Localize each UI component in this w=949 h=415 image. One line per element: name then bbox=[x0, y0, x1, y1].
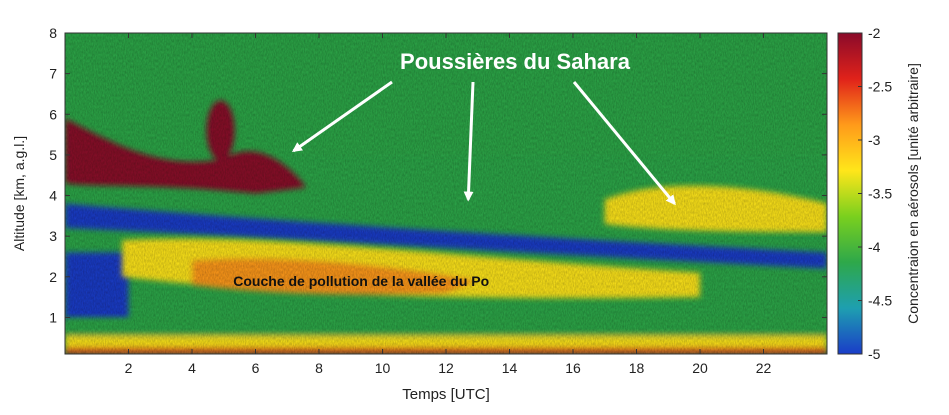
heatmap-feature bbox=[65, 33, 827, 155]
colorbar-tick-label: -5 bbox=[868, 346, 881, 362]
y-tick-label: 6 bbox=[49, 106, 57, 122]
annotations: Poussières du Sahara Couche de pollution … bbox=[233, 49, 676, 289]
x-tick-label: 22 bbox=[756, 360, 772, 376]
x-axis: 2 4 6 8 10 12 14 16 18 20 22 bbox=[125, 33, 772, 376]
colorbar-tick-label: -4.5 bbox=[868, 293, 892, 309]
x-axis-label: Temps [UTC] bbox=[402, 386, 490, 403]
x-tick-label: 4 bbox=[188, 360, 196, 376]
y-tick-label: 3 bbox=[49, 228, 57, 244]
annotation-arrow bbox=[291, 80, 393, 153]
y-axis: 1 2 3 4 5 6 7 8 bbox=[49, 25, 827, 325]
y-tick-label: 1 bbox=[49, 309, 57, 325]
annotation-arrow bbox=[572, 81, 676, 206]
colorbar-tick-label: -3 bbox=[868, 132, 881, 148]
colorbar-tick-label: -2 bbox=[868, 25, 881, 41]
y-tick-label: 7 bbox=[49, 66, 57, 82]
annotation-po-label: Couche de pollution de la vallée du Po bbox=[233, 273, 489, 289]
colorbar-tick-label: -4 bbox=[868, 239, 881, 255]
heatmap-feature bbox=[65, 100, 307, 194]
x-tick-label: 20 bbox=[692, 360, 708, 376]
colorbar-tick-label: -2.5 bbox=[868, 79, 892, 95]
x-tick-label: 8 bbox=[315, 360, 323, 376]
colorbar: -5 -4.5 -4 -3.5 -3 -2.5 -2 bbox=[837, 25, 892, 362]
x-tick-label: 16 bbox=[565, 360, 581, 376]
annotation-sahara-label: Poussières du Sahara bbox=[400, 49, 631, 74]
y-tick-label: 2 bbox=[49, 269, 57, 285]
x-tick-label: 10 bbox=[375, 360, 391, 376]
x-tick-label: 12 bbox=[438, 360, 454, 376]
y-tick-label: 8 bbox=[49, 25, 57, 41]
annotation-arrow bbox=[463, 81, 475, 202]
x-tick-label: 6 bbox=[252, 360, 260, 376]
y-axis-label: Altitude [km, a.g.l.] bbox=[11, 136, 27, 251]
heatmap-feature bbox=[122, 238, 700, 299]
colorbar-tick-label: -3.5 bbox=[868, 186, 892, 202]
x-tick-label: 2 bbox=[125, 360, 133, 376]
heatmap-feature bbox=[65, 203, 827, 322]
x-tick-label: 14 bbox=[502, 360, 518, 376]
heatmap-feature bbox=[604, 185, 827, 233]
heatmap-feature bbox=[65, 317, 827, 354]
y-tick-label: 5 bbox=[49, 147, 57, 163]
colorbar-label: Concentraion en aérosols [unité arbitrai… bbox=[905, 63, 921, 324]
y-tick-label: 4 bbox=[49, 188, 57, 204]
plot-area bbox=[65, 33, 827, 354]
x-tick-label: 18 bbox=[629, 360, 645, 376]
